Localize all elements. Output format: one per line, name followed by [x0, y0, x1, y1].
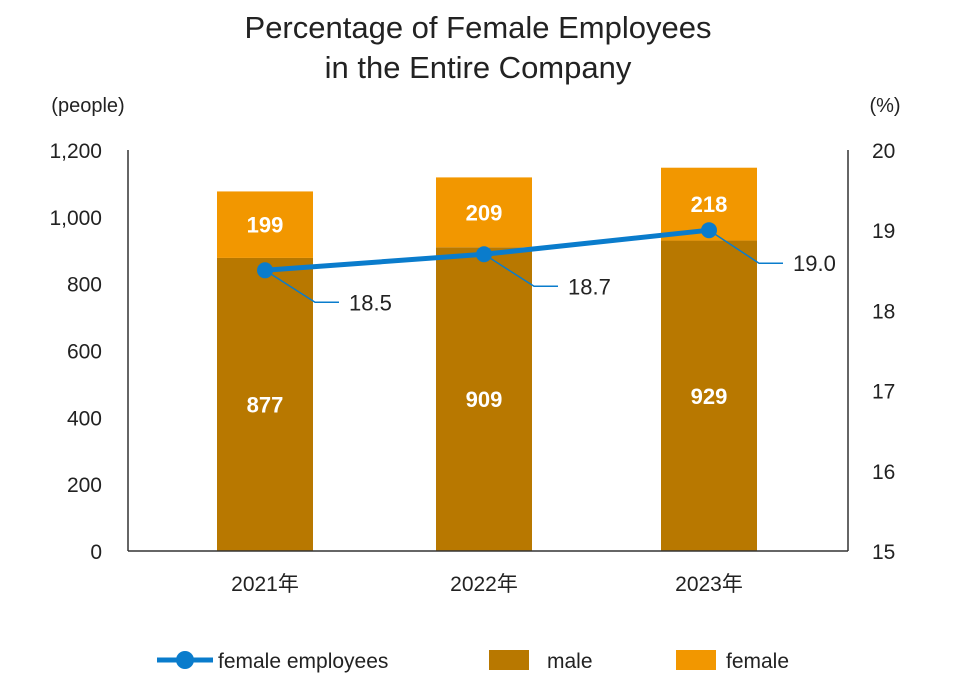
female-point-3	[701, 222, 717, 239]
chart-title: Percentage of Female Employees in the En…	[0, 8, 956, 88]
legend-line-label: female employees	[218, 650, 388, 673]
female-callout-line-3	[708, 229, 783, 264]
legend-male-label: male	[547, 650, 593, 673]
left-tick-label-3: 400	[67, 407, 102, 430]
bar-female-label-2: 209	[466, 200, 503, 225]
female-point-label-3: 19.0	[793, 251, 836, 276]
legend-female-swatch	[676, 650, 716, 670]
left-tick-label-1: 0	[90, 541, 102, 564]
bar-female-2	[436, 177, 532, 248]
female-point-label-2: 18.7	[568, 274, 611, 299]
right-tick-label-6: 20	[872, 140, 895, 163]
left-tick-label-2: 200	[67, 474, 102, 497]
right-tick-label-1: 15	[872, 541, 895, 564]
legend-male-swatch	[489, 650, 529, 670]
chart-title-line-2: in the Entire Company	[324, 50, 632, 85]
bar-male-label-1: 877	[247, 392, 284, 417]
left-tick-label-7: 1,200	[49, 140, 102, 163]
x-tick-label-1: 2021年	[231, 573, 299, 596]
bar-female-1	[217, 191, 313, 258]
right-tick-label-5: 19	[872, 220, 895, 243]
left-tick-label-4: 600	[67, 341, 102, 364]
left-axis-unit: (people)	[51, 95, 124, 117]
bar-male-label-2: 909	[466, 387, 503, 412]
legend-female-label: female	[726, 650, 789, 673]
bar-male-1	[217, 257, 313, 551]
right-tick-label-2: 16	[872, 461, 895, 484]
left-tick-label-6: 1,000	[49, 207, 102, 230]
female-callout-line-1	[264, 269, 339, 304]
right-axis-unit: (%)	[869, 95, 900, 117]
female-callout-line-2	[483, 253, 558, 288]
x-tick-label-3: 2023年	[675, 573, 743, 596]
bar-male-3	[661, 240, 757, 551]
x-tick-label-2: 2022年	[450, 573, 518, 596]
right-tick-label-4: 18	[872, 300, 895, 323]
left-tick-label-5: 800	[67, 274, 102, 297]
female-point-label-1: 18.5	[349, 290, 392, 315]
female-point-1	[257, 262, 273, 279]
female-point-2	[476, 246, 492, 263]
bar-female-label-3: 218	[691, 192, 728, 217]
bar-male-label-3: 929	[691, 384, 728, 409]
legend-line-marker	[176, 651, 194, 669]
bar-male-2	[436, 247, 532, 551]
chart-title-line-1: Percentage of Female Employees	[244, 10, 712, 45]
bar-female-label-1: 199	[247, 213, 284, 238]
right-tick-label-3: 17	[872, 381, 895, 404]
